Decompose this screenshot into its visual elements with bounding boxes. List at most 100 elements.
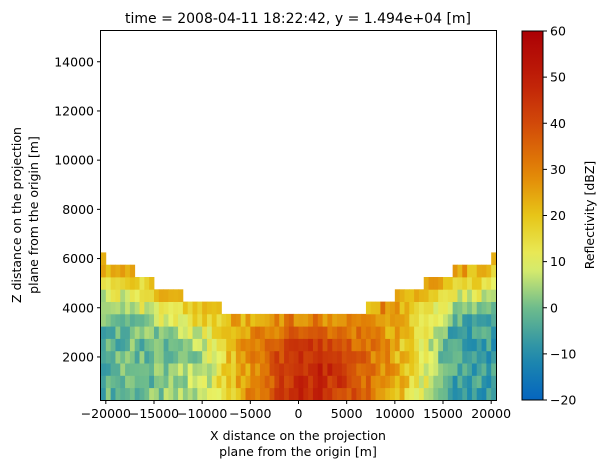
heatmap-cell: [390, 350, 396, 364]
heatmap-cell: [491, 350, 497, 364]
heatmap-cell: [317, 326, 323, 339]
heatmap-cell: [471, 313, 478, 327]
heatmap-cell: [163, 338, 169, 352]
heatmap-cell: [250, 313, 256, 327]
heatmap-cell: [284, 375, 290, 389]
heatmap-cell: [264, 387, 270, 401]
heatmap-cell: [457, 301, 463, 315]
heatmap-cell: [481, 277, 487, 290]
heatmap-cell: [192, 387, 198, 401]
heatmap-cell: [211, 363, 218, 376]
heatmap-cell: [125, 289, 131, 302]
heatmap-cell: [255, 375, 261, 389]
heatmap-cell: [178, 350, 184, 364]
heatmap-cell: [158, 313, 165, 327]
heatmap-cell: [481, 289, 487, 302]
heatmap-cell: [370, 326, 376, 339]
y-tick-label: 4000: [62, 300, 94, 315]
heatmap-cell: [365, 350, 372, 364]
heatmap-cell: [399, 375, 405, 389]
heatmap-cell: [491, 264, 497, 278]
heatmap-cell: [370, 301, 376, 315]
heatmap-cell: [202, 387, 208, 401]
x-tick-label: −15000: [129, 406, 179, 421]
heatmap-cell: [476, 338, 482, 352]
heatmap-cell: [317, 338, 323, 352]
heatmap-cell: [452, 301, 458, 315]
y-tick-label: 6000: [62, 251, 94, 266]
heatmap-cell: [211, 387, 218, 401]
heatmap-cell: [264, 350, 270, 364]
heatmap-cell: [443, 289, 449, 302]
heatmap-cell: [101, 338, 107, 352]
heatmap-cell: [192, 326, 198, 339]
heatmap-cell: [428, 387, 434, 401]
heatmap-cell: [269, 375, 275, 389]
heatmap-cell: [197, 338, 203, 352]
heatmap-cell: [418, 326, 425, 339]
heatmap-cell: [101, 289, 107, 302]
heatmap-cell: [428, 338, 434, 352]
heatmap-cell: [178, 387, 184, 401]
heatmap-cell: [433, 301, 439, 315]
x-tick-label: 15000: [423, 406, 463, 421]
heatmap-cell: [476, 289, 482, 302]
heatmap-cell: [129, 277, 136, 290]
heatmap-cell: [173, 289, 179, 302]
heatmap-cell: [115, 264, 121, 278]
heatmap-cell: [125, 313, 131, 327]
heatmap-cell: [337, 375, 343, 389]
heatmap-cell: [250, 387, 256, 401]
heatmap-cell: [101, 277, 107, 290]
heatmap-cell: [303, 387, 309, 401]
heatmap-cell: [462, 375, 468, 389]
heatmap-cell: [447, 289, 454, 302]
heatmap-cell: [105, 375, 112, 389]
heatmap-cell: [139, 338, 145, 352]
heatmap-cell: [144, 387, 150, 401]
heatmap-cell: [192, 350, 198, 364]
heatmap-cell: [134, 350, 140, 364]
heatmap-cell: [471, 375, 478, 389]
heatmap-cell: [173, 363, 179, 376]
y-axis-label-line-2: plane from the origin [m]: [26, 136, 41, 294]
heatmap-cell: [438, 338, 444, 352]
heatmap-cell: [409, 301, 415, 315]
heatmap-cell: [259, 350, 266, 364]
heatmap-cell: [197, 363, 203, 376]
heatmap-cell: [129, 387, 136, 401]
heatmap-cell: [447, 363, 454, 376]
heatmap-cell: [409, 350, 415, 364]
heatmap-cell: [105, 313, 112, 327]
heatmap-cell: [390, 326, 396, 339]
heatmap-cell: [129, 350, 136, 364]
heatmap-cell: [139, 277, 145, 290]
heatmap-cell: [226, 326, 232, 339]
heatmap-cell: [308, 387, 314, 401]
heatmap-cell: [120, 350, 126, 364]
heatmap-cell: [279, 313, 285, 327]
heatmap-cell: [125, 350, 131, 364]
heatmap-cell: [380, 326, 386, 339]
heatmap-cell: [226, 338, 232, 352]
heatmap-cell: [168, 350, 174, 364]
heatmap-cell: [216, 363, 222, 376]
heatmap-cell: [423, 289, 429, 302]
heatmap-cell: [332, 363, 338, 376]
x-tick-label: 20000: [471, 406, 511, 421]
heatmap-cell: [101, 363, 107, 376]
heatmap-cell: [322, 313, 328, 327]
heatmap-cell: [390, 387, 396, 401]
colorbar-tick-label: 10: [550, 254, 566, 269]
heatmap-cell: [491, 387, 497, 401]
heatmap-cell: [105, 363, 112, 376]
heatmap-cell: [139, 350, 145, 364]
heatmap-cell: [433, 289, 439, 302]
heatmap-cell: [115, 277, 121, 290]
heatmap-cell: [337, 338, 343, 352]
heatmap-cell: [144, 277, 150, 290]
heatmap-cell: [327, 313, 333, 327]
heatmap-cell: [105, 264, 112, 278]
heatmap-cell: [235, 338, 242, 352]
heatmap-cell: [134, 338, 140, 352]
